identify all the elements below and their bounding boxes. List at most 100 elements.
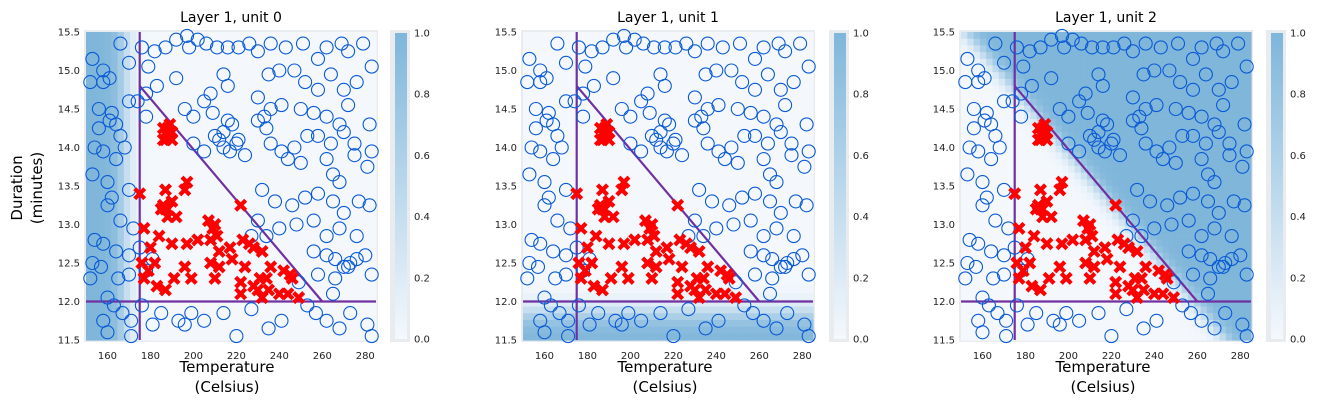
heatmap-cell (737, 32, 745, 40)
heatmap-cell (623, 293, 631, 301)
heatmap-cell (98, 172, 106, 180)
heatmap-cell (199, 293, 207, 301)
bad-roast-point (747, 51, 763, 66)
heatmap-cell (661, 293, 669, 301)
heatmap-cell (979, 246, 987, 254)
heatmap-cell (712, 259, 720, 267)
heatmap-cell (306, 152, 314, 160)
heatmap-cell (294, 192, 301, 200)
good-roast-point (234, 198, 248, 212)
bad-roast-point (336, 125, 351, 140)
heatmap-cell (579, 78, 587, 87)
heatmap-cell (142, 333, 150, 341)
heatmap-cell (186, 58, 194, 67)
heatmap-cell (104, 273, 112, 281)
heatmap-cell (617, 199, 625, 207)
heatmap-cell (800, 212, 808, 221)
heatmap-cell (541, 319, 549, 328)
heatmap-cell (344, 206, 352, 214)
heatmap-cell (674, 78, 682, 87)
heatmap-cell (961, 58, 968, 67)
heatmap-cell (781, 58, 789, 67)
good-roast-point (662, 252, 676, 266)
bad-roast-point (259, 121, 274, 136)
heatmap-cell (312, 165, 320, 174)
heatmap-cell (249, 139, 257, 147)
heatmap-cell (781, 226, 789, 234)
heatmap-cell (737, 192, 745, 200)
bad-roast-point (522, 51, 537, 66)
heatmap-cell (693, 145, 701, 154)
heatmap-cell (636, 192, 644, 200)
heatmap-cell (300, 219, 308, 227)
heatmap-cell (268, 252, 276, 261)
heatmap-cell (567, 286, 575, 294)
heatmap-cell (541, 286, 549, 294)
heatmap-cell (331, 72, 339, 80)
heatmap-cell (967, 125, 975, 134)
heatmap-cell (611, 65, 619, 73)
heatmap-cell (161, 78, 169, 87)
heatmap-cell (142, 145, 150, 154)
heatmap-cell (300, 192, 308, 200)
heatmap-cell (287, 152, 295, 160)
heatmap-cell (712, 139, 720, 147)
heatmap-cell (344, 119, 352, 127)
heatmap-cell (762, 232, 770, 241)
heatmap-cell (312, 199, 320, 207)
heatmap-cell (623, 306, 631, 314)
heatmap-cell (737, 306, 745, 314)
heatmap-cell (617, 232, 625, 241)
heatmap-cell (104, 172, 112, 180)
heatmap-cell (674, 192, 682, 200)
heatmap-cell (705, 226, 713, 234)
heatmap-cell (794, 65, 801, 73)
heatmap-cell (979, 259, 987, 267)
heatmap-cell (768, 326, 776, 334)
heatmap-cell (344, 92, 352, 100)
heatmap-cell (548, 273, 556, 281)
heatmap-cell (548, 252, 556, 261)
heatmap-cell (623, 286, 631, 294)
bad-roast-point (539, 113, 554, 128)
heatmap-cell (724, 65, 732, 73)
heatmap-cell (548, 152, 556, 160)
heatmap-cell (756, 326, 764, 334)
heatmap-cell (800, 145, 808, 154)
heatmap-cell (130, 226, 138, 234)
heatmap-cell (130, 273, 138, 281)
heatmap-cell (268, 313, 276, 321)
heatmap-cell (768, 105, 776, 113)
heatmap-cell (756, 112, 764, 120)
heatmap-cell (611, 58, 619, 67)
heatmap-cell (749, 192, 757, 200)
heatmap-cell (712, 306, 720, 314)
x-axis-label-line1: Temperature (178, 358, 274, 376)
heatmap-cell (325, 206, 333, 214)
colorbar-tick-label: 0.2 (853, 273, 869, 284)
heatmap-cell (743, 239, 751, 247)
heatmap-cell (268, 92, 276, 100)
heatmap-cell (674, 98, 682, 107)
heatmap-cell (642, 212, 650, 221)
bad-roast-point (126, 221, 141, 236)
heatmap-cell (325, 293, 333, 301)
heatmap-cell (973, 78, 981, 87)
heatmap-cell (554, 152, 562, 160)
heatmap-cell (111, 85, 119, 93)
heatmap-cell (768, 52, 776, 60)
heatmap-cell (731, 52, 738, 60)
heatmap-cell (762, 78, 770, 87)
heatmap-cell (756, 119, 764, 127)
heatmap-cell (749, 32, 757, 40)
heatmap-cell (331, 239, 339, 247)
good-roast-point (595, 283, 609, 297)
heatmap-cell (193, 38, 201, 46)
good-roast-point (718, 287, 732, 301)
heatmap-cell (567, 273, 575, 281)
heatmap-cell (111, 65, 119, 73)
heatmap-cell (86, 226, 93, 234)
heatmap-cell (529, 98, 537, 107)
heatmap-cell (281, 119, 289, 127)
heatmap-cell (268, 119, 276, 127)
